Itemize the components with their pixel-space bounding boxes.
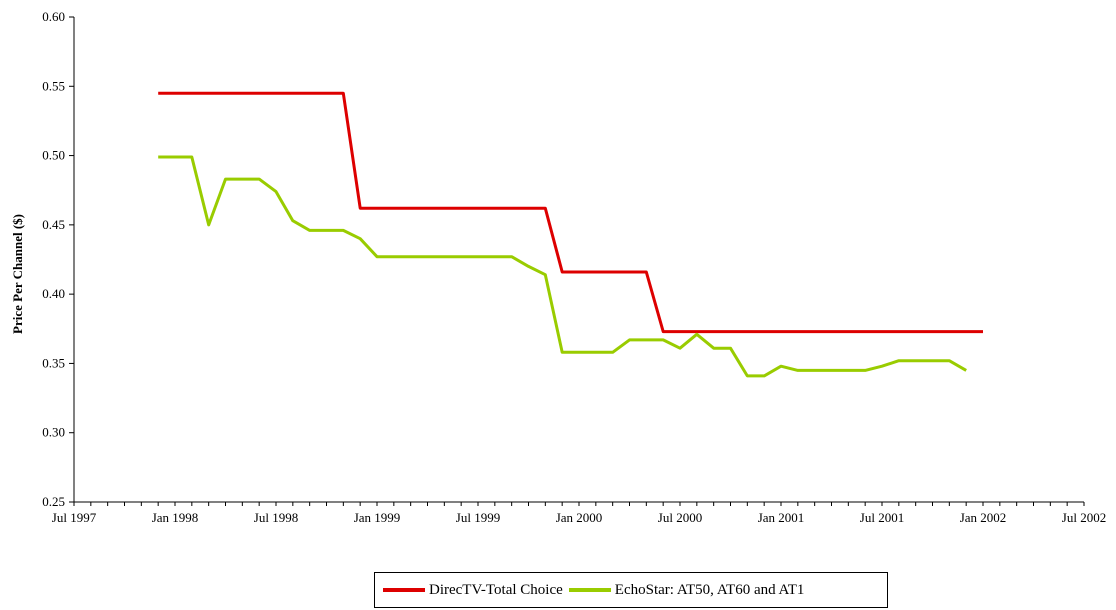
x-tick-label: Jul 2001	[860, 510, 904, 525]
legend-label-echostar: EchoStar: AT50, AT60 and AT1	[614, 581, 805, 598]
x-tick-label: Jul 1998	[254, 510, 298, 525]
x-tick-label: Jul 2000	[658, 510, 702, 525]
x-tick-label: Jul 1997	[52, 510, 97, 525]
legend-label-directv: DirecTV-Total Choice	[429, 581, 563, 598]
y-tick-label: 0.25	[42, 494, 65, 509]
legend-entry-directv: DirecTV-Total Choice	[383, 582, 563, 599]
y-axis: 0.25 0.30 0.35 0.40 0.45 0.50 0.55 0.60	[42, 9, 75, 509]
y-axis-title: Price Per Channel ($)	[10, 214, 25, 334]
y-tick-label: 0.55	[42, 78, 65, 93]
series-line-echostar	[158, 155, 967, 378]
line-chart: 0.25 0.30 0.35 0.40 0.45 0.50 0.55 0.60 Jul 199…	[10, 9, 1106, 525]
y-tick-label: 0.40	[42, 286, 65, 301]
y-tick-label: 0.35	[42, 355, 65, 370]
x-tick-label: Jan 2002	[960, 510, 1007, 525]
chart-legend: DirecTV-Total Choice EchoStar: AT50, AT6…	[374, 572, 888, 608]
legend-entry-echostar: EchoStar: AT50, AT60 and AT1	[568, 581, 805, 599]
x-axis: Jul 1997 Jan 1998 Jul 1998 Jan 1999 Jul 1999…	[52, 501, 1106, 525]
x-tick-label: Jul 1999	[456, 510, 500, 525]
y-tick-label: 0.45	[42, 217, 65, 232]
x-tick-label: Jul 2002	[1062, 510, 1106, 525]
series-lines	[158, 91, 983, 378]
legend-swatch-directv	[383, 588, 425, 592]
y-tick-label: 0.60	[42, 9, 65, 24]
legend-swatch-echostar	[568, 588, 611, 592]
x-tick-label: Jan 1999	[354, 510, 401, 525]
y-tick-label: 0.30	[42, 425, 65, 440]
x-tick-label: Jan 2000	[556, 510, 603, 525]
series-line-directv	[158, 91, 983, 334]
x-tick-label: Jan 2001	[758, 510, 805, 525]
y-tick-label: 0.50	[42, 148, 65, 163]
x-tick-label: Jan 1998	[152, 510, 199, 525]
